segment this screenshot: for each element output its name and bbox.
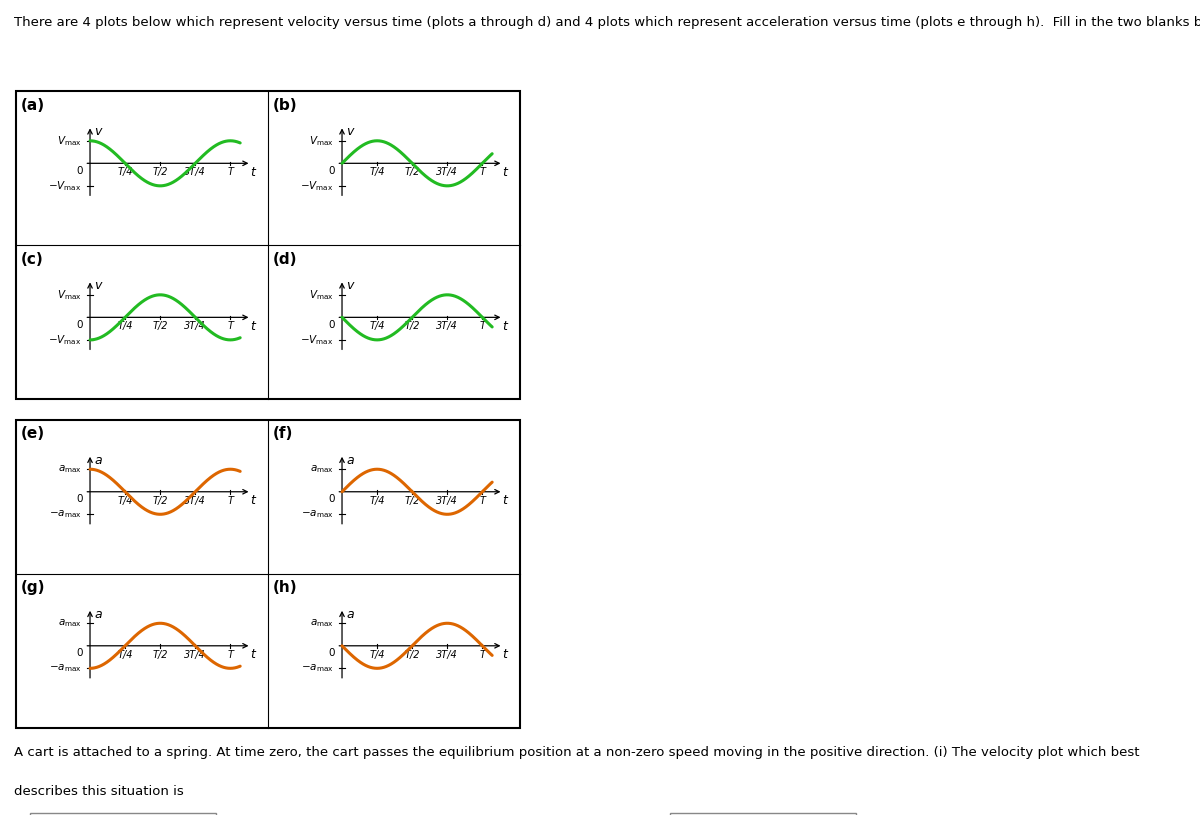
Text: $a_{\rm max}$: $a_{\rm max}$ — [310, 617, 334, 629]
Text: T/4: T/4 — [118, 650, 133, 660]
Text: $t$: $t$ — [250, 495, 257, 508]
Text: T/4: T/4 — [370, 650, 385, 660]
Text: T/2: T/2 — [152, 496, 168, 506]
Text: 0: 0 — [77, 166, 83, 176]
Text: $a_{\rm max}$: $a_{\rm max}$ — [58, 617, 82, 629]
Text: T/2: T/2 — [404, 167, 420, 178]
Text: T: T — [479, 496, 485, 506]
Text: 3T/4: 3T/4 — [185, 650, 206, 660]
Text: $t$: $t$ — [502, 495, 509, 508]
Text: $t$: $t$ — [502, 649, 509, 662]
Text: 3T/4: 3T/4 — [437, 650, 458, 660]
Text: T/2: T/2 — [404, 496, 420, 506]
Text: T: T — [227, 650, 233, 660]
Text: $t$: $t$ — [502, 320, 509, 333]
Text: $-V_{\rm max}$: $-V_{\rm max}$ — [48, 179, 82, 192]
Text: 3T/4: 3T/4 — [437, 167, 458, 178]
Text: 3T/4: 3T/4 — [437, 321, 458, 332]
Text: (d): (d) — [272, 252, 296, 267]
Text: $a$: $a$ — [347, 608, 355, 621]
Text: T/2: T/2 — [152, 321, 168, 332]
Text: (h): (h) — [272, 580, 298, 595]
Text: 0: 0 — [77, 320, 83, 330]
Text: T/2: T/2 — [152, 167, 168, 178]
Text: 3T/4: 3T/4 — [185, 321, 206, 332]
Text: $t$: $t$ — [250, 166, 257, 179]
Text: $a_{\rm max}$: $a_{\rm max}$ — [58, 463, 82, 475]
Text: T/2: T/2 — [404, 650, 420, 660]
Text: T: T — [479, 167, 485, 178]
Text: $-a_{\rm max}$: $-a_{\rm max}$ — [49, 663, 82, 674]
Text: $v$: $v$ — [95, 126, 103, 139]
Text: (f): (f) — [272, 426, 293, 441]
Text: $-a_{\rm max}$: $-a_{\rm max}$ — [301, 509, 334, 520]
Text: T: T — [227, 321, 233, 332]
Text: $-a_{\rm max}$: $-a_{\rm max}$ — [49, 509, 82, 520]
Text: $-V_{\rm max}$: $-V_{\rm max}$ — [48, 333, 82, 346]
Text: T/4: T/4 — [118, 496, 133, 506]
Text: T/2: T/2 — [152, 650, 168, 660]
Text: T/4: T/4 — [370, 496, 385, 506]
Text: T/4: T/4 — [118, 321, 133, 332]
Text: There are 4 plots below which represent velocity versus time (plots a through d): There are 4 plots below which represent … — [14, 16, 1200, 29]
Text: describes this situation is: describes this situation is — [14, 785, 184, 798]
Text: $a$: $a$ — [95, 608, 103, 621]
Text: 0: 0 — [77, 495, 83, 504]
Text: $-V_{\rm max}$: $-V_{\rm max}$ — [300, 333, 334, 346]
Text: $t$: $t$ — [250, 649, 257, 662]
Text: 3T/4: 3T/4 — [185, 167, 206, 178]
Text: T/2: T/2 — [404, 321, 420, 332]
Text: $V_{\rm max}$: $V_{\rm max}$ — [56, 288, 82, 302]
Text: 0: 0 — [329, 320, 335, 330]
Text: T/4: T/4 — [118, 167, 133, 178]
Text: T: T — [479, 321, 485, 332]
Text: $a$: $a$ — [347, 454, 355, 467]
Text: $V_{\rm max}$: $V_{\rm max}$ — [56, 134, 82, 148]
Text: $-a_{\rm max}$: $-a_{\rm max}$ — [301, 663, 334, 674]
Text: (g): (g) — [20, 580, 44, 595]
Text: 0: 0 — [329, 649, 335, 659]
Text: T: T — [479, 650, 485, 660]
Text: $v$: $v$ — [347, 280, 355, 293]
Text: $t$: $t$ — [250, 320, 257, 333]
Text: $a$: $a$ — [95, 454, 103, 467]
Text: $a_{\rm max}$: $a_{\rm max}$ — [310, 463, 334, 475]
Text: 3T/4: 3T/4 — [185, 496, 206, 506]
Text: $V_{\rm max}$: $V_{\rm max}$ — [308, 134, 334, 148]
Text: $V_{\rm max}$: $V_{\rm max}$ — [308, 288, 334, 302]
Text: (a): (a) — [20, 98, 44, 112]
Text: T/4: T/4 — [370, 167, 385, 178]
Text: (b): (b) — [272, 98, 298, 112]
Text: 0: 0 — [329, 495, 335, 504]
Text: $-V_{\rm max}$: $-V_{\rm max}$ — [300, 179, 334, 192]
Text: T/4: T/4 — [370, 321, 385, 332]
Text: T: T — [227, 496, 233, 506]
Text: 3T/4: 3T/4 — [437, 496, 458, 506]
Text: $v$: $v$ — [347, 126, 355, 139]
Text: $v$: $v$ — [95, 280, 103, 293]
Text: (c): (c) — [20, 252, 43, 267]
Text: 0: 0 — [77, 649, 83, 659]
Text: A cart is attached to a spring. At time zero, the cart passes the equilibrium po: A cart is attached to a spring. At time … — [14, 746, 1140, 759]
Text: T: T — [227, 167, 233, 178]
Text: (e): (e) — [20, 426, 44, 441]
Text: 0: 0 — [329, 166, 335, 176]
Text: $t$: $t$ — [502, 166, 509, 179]
